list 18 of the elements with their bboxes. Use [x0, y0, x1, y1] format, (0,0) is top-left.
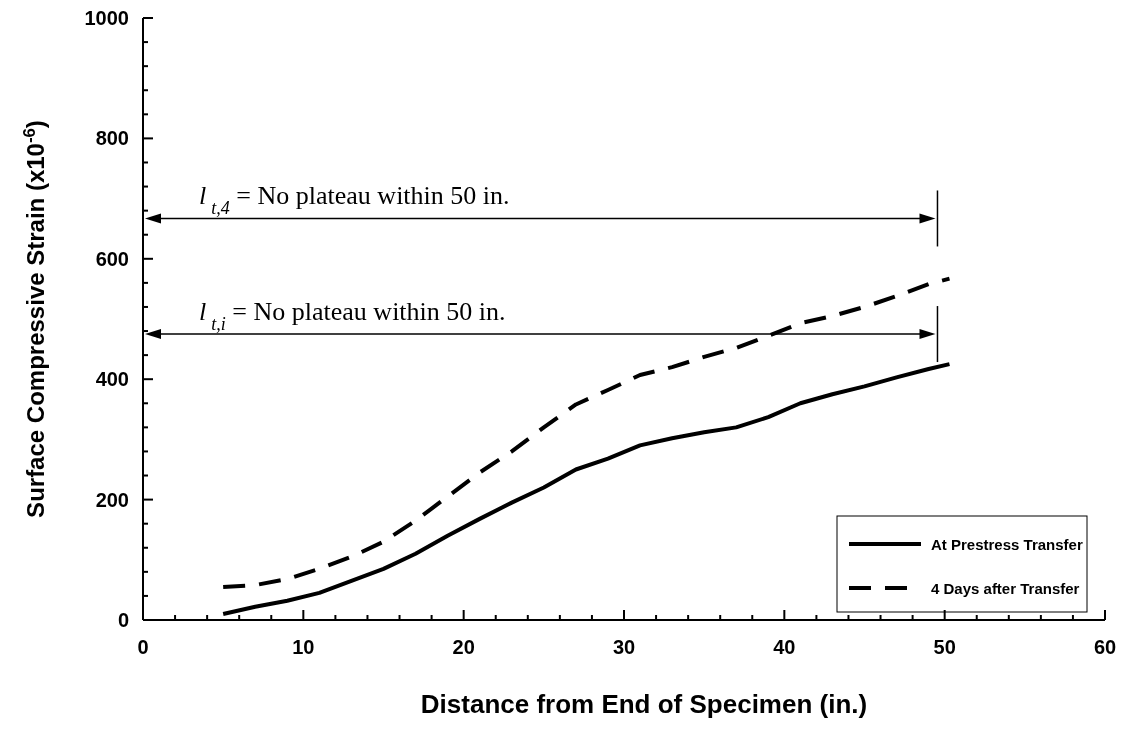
y-tick-label: 200 — [95, 488, 129, 511]
x-tick-label: 20 — [452, 636, 475, 658]
x-axis-title: Distance from End of Specimen (in.) — [420, 689, 868, 719]
ref-line-label: l$_{t,4}$ = No plateau within 50 in. — [199, 181, 510, 219]
y-tick-label: 400 — [95, 368, 129, 391]
x-tick-label: 60 — [1093, 636, 1117, 658]
legend-label: 4 Days after Transfer — [931, 580, 1080, 597]
ref-line-label: l$_{t,i}$ = No plateau within 50 in. — [199, 297, 506, 335]
x-tick-label: 40 — [773, 636, 796, 658]
x-tick-label: 50 — [933, 636, 956, 658]
y-tick-label: 0 — [117, 609, 129, 631]
x-tick-label: 0 — [137, 636, 149, 658]
y-tick-label: 600 — [95, 247, 129, 270]
x-tick-label: 10 — [292, 636, 315, 658]
y-tick-label: 800 — [95, 127, 129, 150]
x-tick-label: 30 — [612, 636, 636, 658]
legend-label: At Prestress Transfer — [931, 536, 1083, 553]
y-tick-label: 1000 — [84, 7, 129, 29]
